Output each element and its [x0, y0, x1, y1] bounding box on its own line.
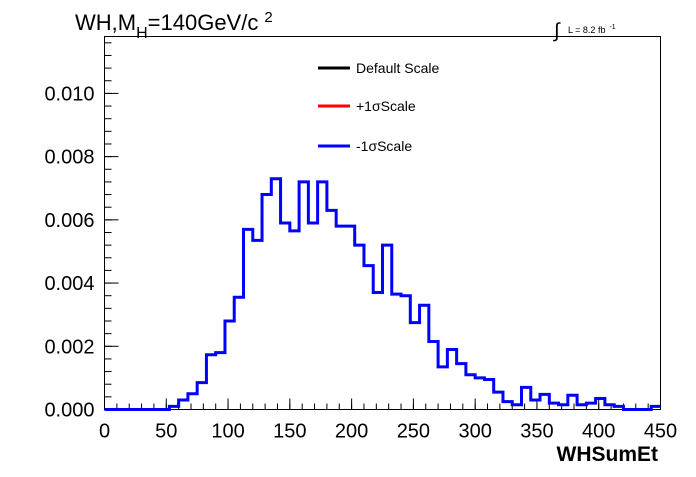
integral-symbol: ∫: [553, 20, 561, 42]
x-tick-label: 100: [211, 421, 244, 443]
x-tick-label: 250: [397, 421, 430, 443]
y-axis: 0.000 0.002 0.004 0.006 0.008 0.010: [44, 42, 119, 422]
x-tick-label: 200: [335, 421, 368, 443]
legend-label: -1σScale: [356, 138, 412, 154]
x-tick-label: 300: [458, 421, 491, 443]
x-tick-label: 50: [155, 421, 177, 443]
luminosity-text: L = 8.2 fb: [568, 25, 605, 35]
legend: Default Scale +1σScale -1σScale: [318, 60, 439, 154]
y-tick-label: 0.004: [44, 273, 94, 295]
x-axis-title: WHSumEt: [557, 443, 659, 466]
y-tick-label: 0.002: [44, 336, 94, 358]
title-main: =140GeV/c: [148, 10, 259, 35]
histogram-series-line: [104, 177, 661, 411]
title-superscript: 2: [264, 9, 272, 26]
series-layer: [104, 177, 661, 411]
luminosity-superscript: -1: [609, 24, 615, 31]
x-tick-label: 400: [582, 421, 615, 443]
y-tick-label: 0.006: [44, 210, 94, 232]
x-tick-label: 150: [273, 421, 306, 443]
y-tick-label: 0.008: [44, 147, 94, 169]
x-tick-label: 450: [644, 421, 677, 443]
title-subscript: H: [136, 25, 148, 42]
svg-text:WH,MH=140GeV/c2: WH,MH=140GeV/c 2: [75, 9, 273, 42]
x-tick-label: 350: [520, 421, 553, 443]
y-tick-label: 0.000: [44, 400, 94, 422]
plot-frame: [104, 36, 661, 410]
svg-text:L = 8.2 fb-1: L = 8.2 fb -1: [568, 24, 616, 35]
title-prefix: WH,M: [75, 10, 136, 35]
x-axis: 0 50 100 150 200 250 300 350 400 450: [99, 398, 677, 443]
y-tick-label: 0.010: [44, 83, 94, 105]
chart-title: WH,MH=140GeV/c 2: [75, 9, 273, 42]
legend-label: Default Scale: [356, 60, 439, 76]
luminosity-label: ∫ L = 8.2 fb -1: [553, 20, 616, 42]
x-tick-label: 0: [99, 421, 110, 443]
legend-label: +1σScale: [356, 98, 416, 114]
